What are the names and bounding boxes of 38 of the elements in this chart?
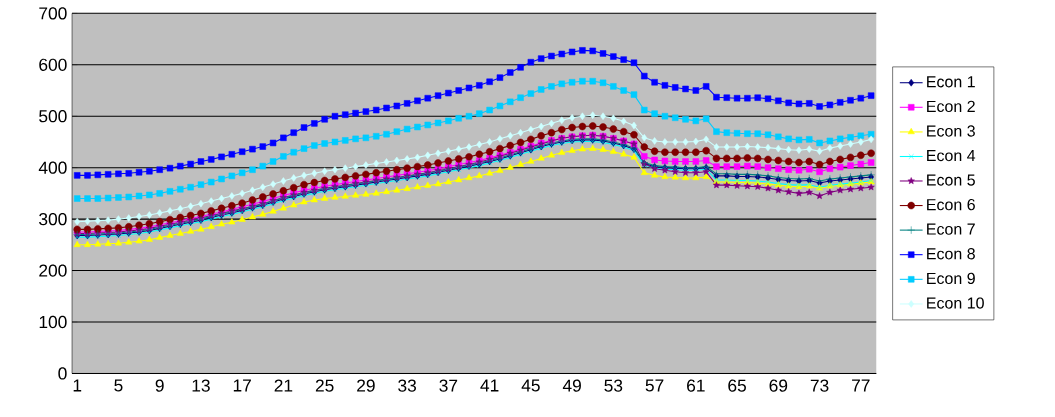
y-tick-label: 200 xyxy=(39,264,67,277)
legend-label: Econ 1 xyxy=(927,76,975,88)
x-tick-label: 5 xyxy=(114,379,123,392)
y-tick-label: 500 xyxy=(39,109,67,123)
x-tick-label: 21 xyxy=(274,379,293,392)
y-tick-label: 300 xyxy=(39,212,67,226)
x-tick-label: 65 xyxy=(728,379,746,392)
legend-label: Econ 7 xyxy=(927,223,975,235)
x-tick-label: 33 xyxy=(398,379,417,392)
x-tick-label: 13 xyxy=(192,379,210,392)
y-tick-label: 100 xyxy=(39,315,67,328)
legend-label: Econ 9 xyxy=(927,272,975,284)
x-tick-label: 73 xyxy=(810,379,829,392)
x-tick-label: 9 xyxy=(155,379,164,392)
legend-label: Econ 10 xyxy=(927,297,984,309)
x-tick-label: 49 xyxy=(562,379,581,392)
y-tick-label: 0 xyxy=(58,367,67,380)
x-tick-label: 29 xyxy=(357,379,375,392)
legend-label: Econ 2 xyxy=(927,100,975,112)
x-tick-label: 57 xyxy=(645,379,664,392)
x-tick-label: 17 xyxy=(233,379,251,392)
x-tick-label: 25 xyxy=(315,379,334,392)
x-tick-label: 45 xyxy=(521,379,540,392)
x-tick-label: 37 xyxy=(439,379,458,392)
y-tick-label: 400 xyxy=(38,161,67,174)
legend-label: Econ 8 xyxy=(927,247,975,260)
x-tick-label: 77 xyxy=(852,379,870,392)
x-tick-label: 61 xyxy=(687,379,705,392)
x-tick-label: 41 xyxy=(480,379,499,392)
x-tick-label: 53 xyxy=(604,379,623,392)
x-tick-label: 69 xyxy=(769,379,788,392)
legend-label: Econ 4 xyxy=(927,149,976,161)
y-tick-label: 600 xyxy=(39,58,67,71)
x-tick-label: 1 xyxy=(73,379,82,392)
legend-label: Econ 5 xyxy=(927,174,975,186)
legend-label: Econ 3 xyxy=(927,125,975,137)
legend-label: Econ 6 xyxy=(927,198,975,211)
y-tick-label: 700 xyxy=(39,6,67,20)
